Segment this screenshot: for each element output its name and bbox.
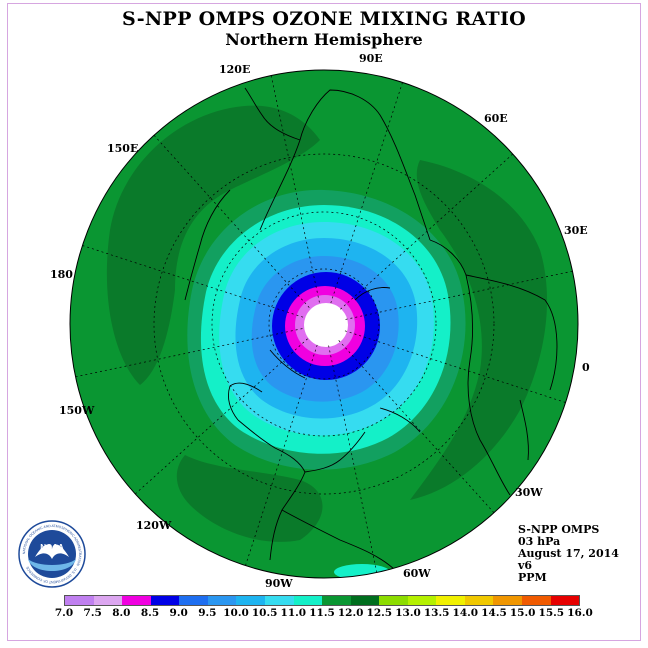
lon-label-30w: 30W [515, 486, 543, 499]
lon-label-90w: 90W [265, 577, 293, 590]
meridian-line [344, 330, 566, 403]
colorbar-tick-label: 15.0 [509, 607, 536, 619]
meridian-line [330, 82, 403, 304]
lon-label-60w: 60W [403, 567, 431, 580]
colorbar-swatch [379, 596, 408, 605]
meridian-line [245, 344, 318, 566]
meridian-line [328, 345, 378, 573]
info-units: PPM [518, 571, 547, 584]
lon-label-90e: 90E [359, 52, 383, 65]
colorbar-swatch [493, 596, 522, 605]
colorbar-tick-label: 11.5 [309, 607, 335, 619]
colorbar-tick-label: 12.5 [366, 607, 393, 619]
product-info: S-NPP OMPS 03 hPa August 17, 2014 v6 PPM [518, 524, 619, 584]
meridian-line [270, 75, 320, 303]
colorbar-tick-label: 10.5 [251, 607, 278, 619]
colorbar-tick-label: 11.0 [280, 607, 307, 619]
map-title: S-NPP OMPS OZONE MIXING RATIO [121, 8, 527, 30]
colorbar-swatch [122, 596, 151, 605]
lon-label-0: 0 [582, 361, 590, 374]
colorbar-swatch [350, 596, 380, 605]
colorbar-swatch [293, 596, 323, 605]
lon-label-150w: 150W [59, 404, 95, 417]
lon-label-120w: 120W [136, 519, 172, 532]
colorbar-swatch [179, 596, 208, 605]
ozone-band-12.0 [176, 455, 323, 542]
colorbar-swatch [207, 596, 237, 605]
colorbar-tick-label: 9.5 [198, 607, 217, 619]
colorbar-tick-label: 15.5 [538, 607, 565, 619]
colorbar-tick-label: 9.0 [169, 607, 188, 619]
colorbar-swatch [65, 596, 94, 605]
ozone-band-12.0 [106, 105, 320, 385]
info-version: v6 [518, 559, 533, 572]
map-boundary [69, 69, 579, 579]
colorbar-tick-label: 13.0 [395, 607, 421, 619]
colorbar-tick-label: 8.0 [112, 607, 131, 619]
polar-night-no-data [304, 303, 348, 347]
colorbar-swatch [407, 596, 437, 605]
lon-label-30e: 30E [564, 224, 588, 237]
logo-text: NOAA [40, 543, 64, 552]
lon-label-120e: 120E [219, 63, 251, 76]
noaa-logo: NOAA NATIONAL OCEANIC AND ATMOSPHERIC AD… [18, 520, 86, 588]
lon-label-60e: 60E [484, 112, 508, 125]
meridian-line [75, 328, 303, 378]
colorbar-swatch [464, 596, 494, 605]
ozone-band-12.0 [410, 160, 548, 500]
lon-label-180: 180 [50, 268, 73, 281]
colorbar-swatch [436, 596, 465, 605]
colorbar-tick-label: 14.5 [481, 607, 507, 619]
info-pressure-level: 03 hPa [518, 535, 561, 548]
colorbar-tick-label: 16.0 [567, 607, 593, 619]
colorbar-tick-label: 10.0 [223, 607, 249, 619]
colorbar [64, 595, 580, 606]
meridian-line [340, 153, 513, 310]
colorbar-ticks: 7.0 7.5 8.0 8.5 9.0 9.5 10.0 10.5 11.0 11.5 12.0 12… [0, 607, 648, 621]
meridian-line [345, 270, 573, 320]
colorbar-tick-label: 7.0 [54, 607, 74, 619]
meridian-line [153, 135, 310, 308]
colorbar-tick-label: 7.5 [83, 607, 102, 619]
lon-label-150e: 150E [107, 142, 139, 155]
colorbar-swatch [322, 596, 351, 605]
colorbar-swatch [264, 596, 294, 605]
colorbar-swatch [550, 596, 580, 605]
meridian-line [338, 340, 495, 513]
colorbar-tick-label: 14.0 [452, 607, 479, 619]
colorbar-tick-label: 8.5 [140, 607, 160, 619]
meridian-line [82, 245, 304, 318]
map-subtitle: Northern Hemisphere [225, 30, 423, 49]
info-instrument: S-NPP OMPS [518, 523, 600, 536]
colorbar-swatch [522, 596, 551, 605]
colorbar-swatch [93, 596, 123, 605]
colorbar-tick-label: 12.0 [337, 607, 364, 619]
colorbar-swatch [236, 596, 265, 605]
info-date: August 17, 2014 [518, 547, 619, 560]
colorbar-tick-label: 13.5 [423, 607, 450, 619]
figure-frame [7, 3, 641, 641]
meridian-line [135, 338, 308, 495]
colorbar-swatch [150, 596, 180, 605]
